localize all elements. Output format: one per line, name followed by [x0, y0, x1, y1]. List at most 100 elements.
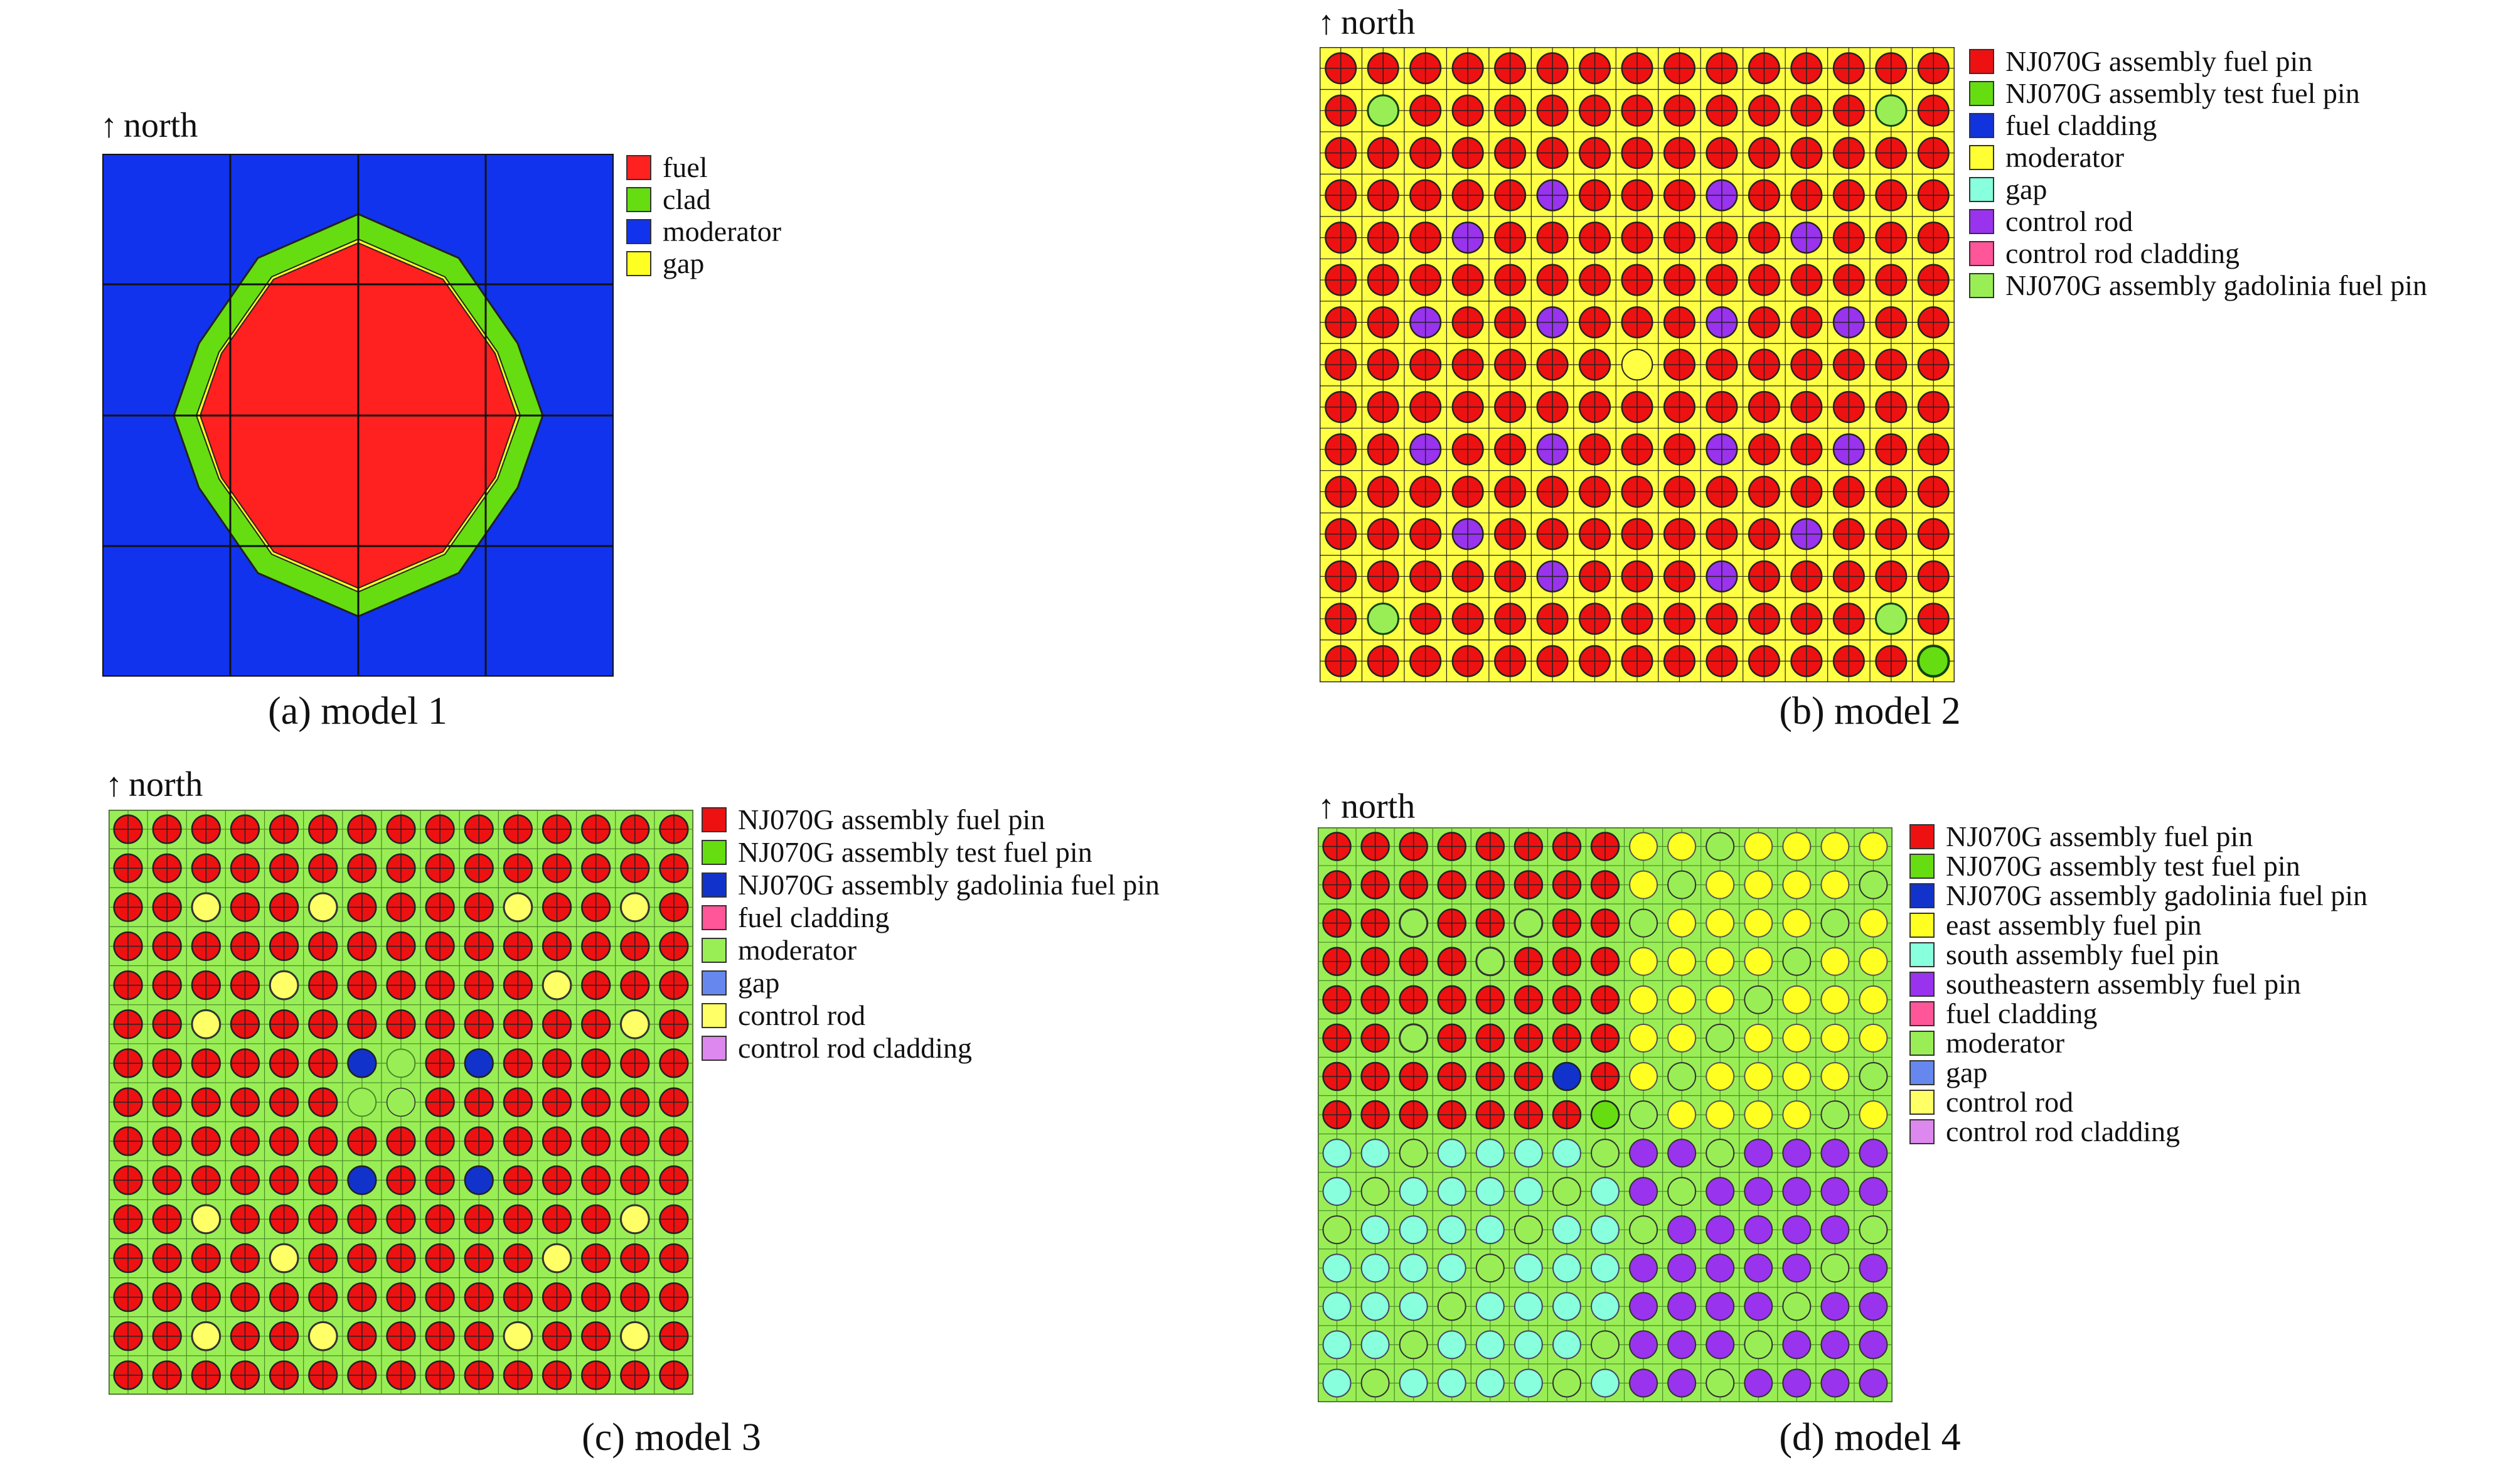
south-assembly-fuel-pin: [1399, 1368, 1428, 1398]
east-assembly-fuel-pin: [1859, 832, 1888, 861]
southeastern-assembly-fuel-pin: [1744, 1292, 1773, 1321]
test-fuel-pin: [347, 1087, 377, 1117]
control-rod-pin: [1591, 1330, 1620, 1360]
control-rod-pin: [619, 892, 650, 923]
control-rod-pin: [1706, 832, 1735, 861]
gadolinia-fuel-pin: [464, 1048, 494, 1078]
east-assembly-fuel-pin: [1744, 1061, 1773, 1091]
southeastern-assembly-fuel-pin: [1744, 1139, 1773, 1168]
north-arrow-icon: ↑: [1318, 4, 1335, 41]
southeastern-assembly-fuel-pin: [1782, 1177, 1812, 1206]
southeastern-assembly-fuel-pin: [1744, 1215, 1773, 1245]
gadolinia-fuel-pin: [1916, 644, 1950, 678]
southeastern-assembly-fuel-pin: [1782, 1139, 1812, 1168]
control-rod-pin: [1706, 1023, 1735, 1053]
south-assembly-fuel-pin: [1552, 1330, 1581, 1360]
south-assembly-fuel-pin: [1591, 1215, 1620, 1245]
legend-item: NJ070G assembly test fuel pin: [702, 838, 1092, 867]
east-assembly-fuel-pin: [1629, 985, 1658, 1014]
south-assembly-fuel-pin: [1514, 1292, 1543, 1321]
control-rod-pin: [619, 1321, 650, 1351]
east-assembly-fuel-pin: [1667, 908, 1697, 938]
legend-swatch: [1909, 913, 1935, 938]
control-rod-pin: [1591, 1139, 1620, 1168]
control-rod-pin: [1437, 1292, 1466, 1321]
north-arrow-icon: ↑: [105, 766, 122, 803]
southeastern-assembly-fuel-pin: [1706, 1215, 1735, 1245]
south-assembly-fuel-pin: [1322, 1139, 1352, 1168]
east-assembly-fuel-pin: [1744, 947, 1773, 976]
control-rod-pin: [1514, 908, 1544, 938]
legend-swatch: [702, 872, 727, 898]
control-rod-pin: [1782, 947, 1812, 976]
south-assembly-fuel-pin: [1552, 1292, 1581, 1321]
southeastern-assembly-fuel-pin: [1744, 1368, 1773, 1398]
legend-item: control rod cladding: [1909, 1117, 2180, 1146]
east-assembly-fuel-pin: [1820, 832, 1850, 861]
south-assembly-fuel-pin: [1322, 1292, 1352, 1321]
legend-swatch: [702, 938, 727, 963]
east-assembly-fuel-pin: [1667, 985, 1697, 1014]
southeastern-assembly-fuel-pin: [1782, 1368, 1812, 1398]
caption-model-1: (a) model 1: [268, 690, 447, 733]
caption-model-4: (d) model 4: [1779, 1416, 1961, 1459]
legend-swatch: [1969, 273, 1994, 298]
control-rod-pin: [1552, 1177, 1581, 1206]
south-assembly-fuel-pin: [1475, 1292, 1505, 1321]
legend-label: NJ070G assembly test fuel pin: [738, 836, 1092, 868]
southeastern-assembly-fuel-pin: [1859, 1292, 1888, 1321]
legend-swatch: [702, 970, 727, 996]
gadolinia-fuel-pin: [464, 1165, 494, 1195]
test-fuel-pin: [1367, 603, 1399, 635]
legend-label: gap: [1946, 1056, 1988, 1088]
south-assembly-fuel-pin: [1514, 1253, 1543, 1283]
southeastern-assembly-fuel-pin: [1744, 1253, 1773, 1283]
south-assembly-fuel-pin: [1591, 1368, 1620, 1398]
south-assembly-fuel-pin: [1514, 1368, 1543, 1398]
legend-swatch: [1969, 81, 1994, 106]
legend-item: moderator: [1909, 1029, 2064, 1058]
east-assembly-fuel-pin: [1820, 870, 1850, 899]
model-3-assembly-lattice: [109, 810, 693, 1395]
legend-swatch: [1909, 1031, 1935, 1056]
legend-item: NJ070G assembly fuel pin: [1909, 822, 2253, 851]
legend-label: gap: [2005, 173, 2048, 205]
legend-label: control rod: [738, 999, 866, 1031]
south-assembly-fuel-pin: [1475, 1139, 1505, 1168]
test-fuel-pin: [1367, 94, 1399, 127]
south-assembly-fuel-pin: [1437, 1253, 1466, 1283]
legend-swatch: [1909, 1060, 1935, 1085]
legend-item: NJ070G assembly fuel pin: [702, 805, 1045, 834]
east-assembly-fuel-pin: [1782, 1023, 1812, 1053]
southeastern-assembly-fuel-pin: [1667, 1330, 1697, 1360]
control-rod-pin: [1859, 1215, 1888, 1245]
east-assembly-fuel-pin: [1859, 947, 1888, 976]
southeastern-assembly-fuel-pin: [1629, 1253, 1658, 1283]
legend-label: control rod cladding: [2005, 237, 2240, 269]
east-assembly-fuel-pin: [1744, 870, 1773, 899]
north-indicator-d: ↑ north: [1318, 787, 1416, 826]
legend-label: NJ070G assembly fuel pin: [2005, 45, 2313, 77]
southeastern-assembly-fuel-pin: [1820, 1330, 1850, 1360]
legend-label: gap: [738, 967, 780, 999]
instrument-tube: [1621, 348, 1653, 381]
east-assembly-fuel-pin: [1706, 947, 1735, 976]
south-assembly-fuel-pin: [1437, 1177, 1466, 1206]
east-assembly-fuel-pin: [1629, 947, 1658, 976]
legend-swatch: [626, 251, 651, 276]
east-assembly-fuel-pin: [1744, 908, 1773, 938]
east-assembly-fuel-pin: [1706, 908, 1735, 938]
legend-label: NJ070G assembly gadolinia fuel pin: [1946, 879, 2368, 911]
southeastern-assembly-fuel-pin: [1706, 1292, 1735, 1321]
legend-item: moderator: [626, 217, 781, 246]
east-assembly-fuel-pin: [1667, 1100, 1697, 1129]
south-assembly-fuel-pin: [1360, 1139, 1390, 1168]
east-assembly-fuel-pin: [1859, 1023, 1888, 1053]
legend-item: NJ070G assembly fuel pin: [1969, 47, 2312, 76]
south-assembly-fuel-pin: [1552, 1253, 1581, 1283]
control-rod-pin: [1859, 1061, 1888, 1091]
south-assembly-fuel-pin: [1399, 1292, 1428, 1321]
control-rod-pin: [503, 892, 533, 923]
legend-item: control rod: [702, 1001, 865, 1030]
legend-item: fuel: [626, 153, 708, 182]
